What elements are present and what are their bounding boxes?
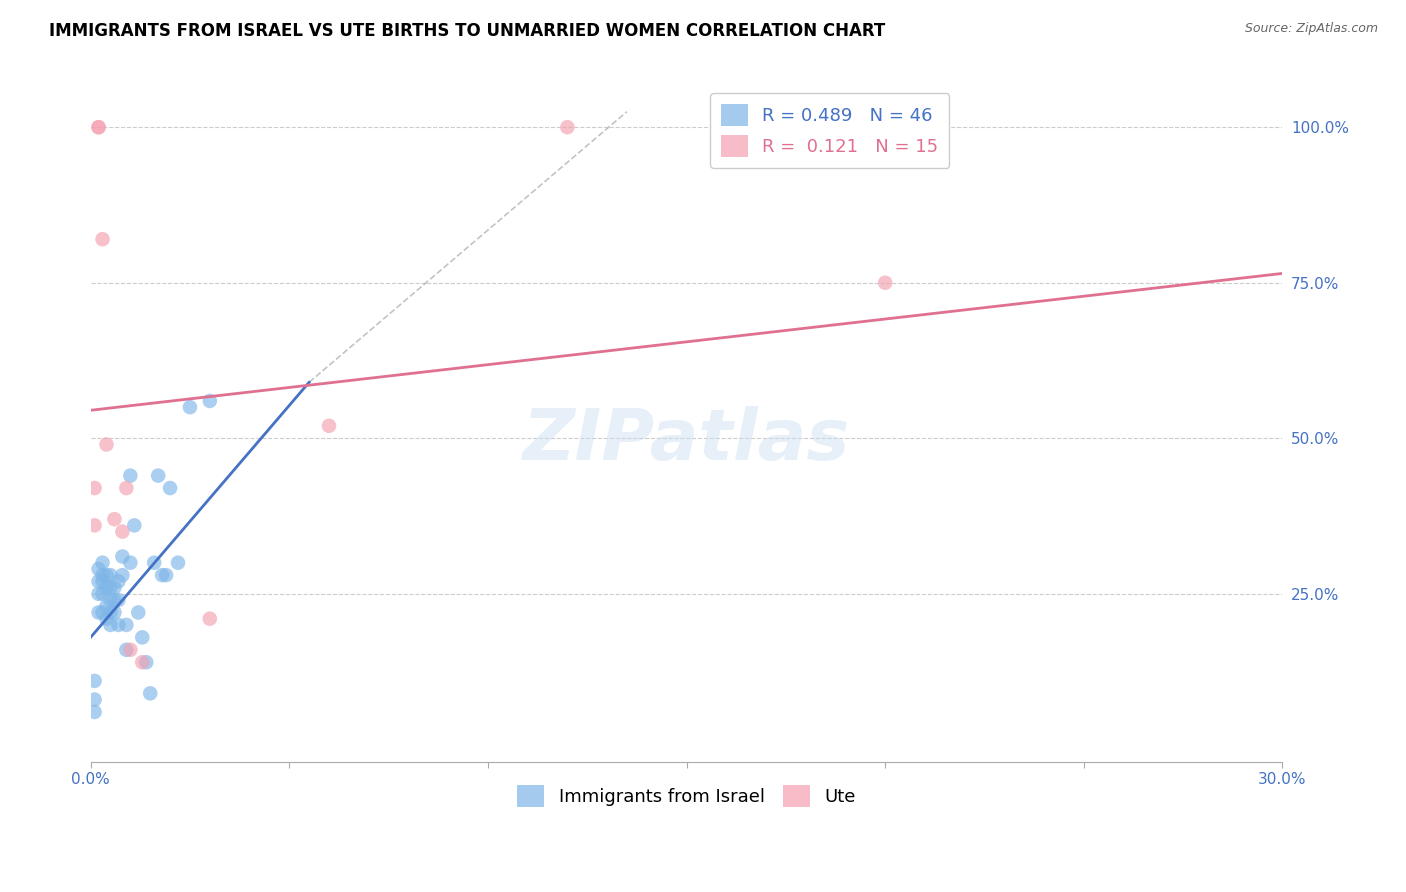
Point — [120, 642, 142, 657]
Point — [103, 606, 125, 620]
Point — [83, 481, 105, 495]
Point — [103, 512, 125, 526]
Text: ZIPatlas: ZIPatlas — [523, 406, 851, 475]
Point — [100, 606, 122, 620]
Point — [87, 120, 110, 135]
Point — [96, 612, 118, 626]
Point — [167, 556, 190, 570]
Point — [87, 120, 110, 135]
Point — [83, 705, 105, 719]
Point — [91, 606, 114, 620]
Point — [150, 568, 173, 582]
Point — [103, 581, 125, 595]
Point — [198, 393, 221, 408]
Point — [91, 574, 114, 589]
Point — [103, 593, 125, 607]
Legend: Immigrants from Israel, Ute: Immigrants from Israel, Ute — [510, 778, 863, 814]
Point — [87, 574, 110, 589]
Point — [557, 120, 579, 135]
Point — [875, 276, 897, 290]
Point — [96, 581, 118, 595]
Point — [91, 587, 114, 601]
Point — [111, 549, 134, 564]
Point — [107, 574, 129, 589]
Point — [83, 692, 105, 706]
Point — [100, 618, 122, 632]
Point — [91, 568, 114, 582]
Point — [87, 606, 110, 620]
Point — [87, 562, 110, 576]
Point — [120, 556, 142, 570]
Point — [111, 524, 134, 539]
Text: IMMIGRANTS FROM ISRAEL VS UTE BIRTHS TO UNMARRIED WOMEN CORRELATION CHART: IMMIGRANTS FROM ISRAEL VS UTE BIRTHS TO … — [49, 22, 886, 40]
Point — [143, 556, 166, 570]
Point — [91, 556, 114, 570]
Point — [135, 655, 157, 669]
Point — [318, 418, 340, 433]
Point — [100, 568, 122, 582]
Point — [87, 587, 110, 601]
Point — [115, 642, 138, 657]
Point — [131, 655, 153, 669]
Point — [131, 631, 153, 645]
Point — [100, 581, 122, 595]
Point — [139, 686, 162, 700]
Point — [96, 437, 118, 451]
Point — [155, 568, 177, 582]
Point — [83, 518, 105, 533]
Point — [146, 468, 169, 483]
Text: Source: ZipAtlas.com: Source: ZipAtlas.com — [1244, 22, 1378, 36]
Point — [115, 618, 138, 632]
Point — [107, 593, 129, 607]
Point — [111, 568, 134, 582]
Point — [91, 232, 114, 246]
Point — [96, 568, 118, 582]
Point — [120, 468, 142, 483]
Point — [124, 518, 146, 533]
Point — [96, 599, 118, 614]
Point — [83, 673, 105, 688]
Point — [107, 618, 129, 632]
Point — [100, 593, 122, 607]
Point — [115, 481, 138, 495]
Point — [159, 481, 181, 495]
Point — [179, 400, 201, 414]
Point — [127, 606, 149, 620]
Point — [198, 612, 221, 626]
